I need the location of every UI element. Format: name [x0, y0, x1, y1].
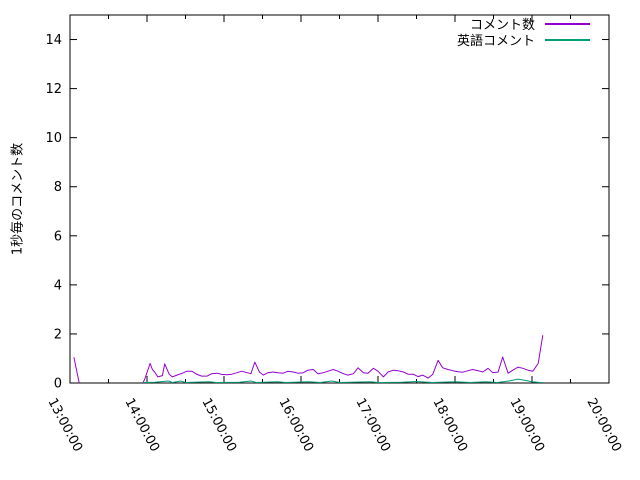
y-axis-title: 1秒毎のコメント数	[10, 142, 26, 256]
y-tick-label: 12	[45, 82, 62, 97]
x-tick-label: 20:00:00	[583, 396, 624, 455]
legend-line-sample	[545, 38, 590, 41]
y-tick-label: 8	[54, 180, 62, 195]
x-tick-label: 15:00:00	[198, 396, 239, 455]
y-tick-label: 2	[54, 327, 62, 342]
y-tick-label: 0	[54, 377, 62, 392]
y-tick-label: 6	[54, 229, 62, 244]
x-tick-label: 14:00:00	[121, 396, 162, 455]
x-tick-label: 18:00:00	[429, 396, 470, 455]
series-line-0	[73, 357, 80, 384]
legend-item-english-comments: 英語コメント	[456, 32, 590, 49]
y-tick-label: 10	[45, 131, 62, 146]
plot-border	[69, 14, 610, 384]
series-line-1	[143, 378, 543, 383]
y-tick-label: 4	[54, 278, 62, 293]
x-tick-label: 19:00:00	[506, 396, 547, 455]
x-tick-label: 13:00:00	[44, 396, 85, 455]
legend-item-comments: コメント数	[457, 16, 590, 33]
x-tick-label: 16:00:00	[275, 396, 316, 455]
legend-line-sample	[545, 22, 590, 25]
x-tick-label: 17:00:00	[352, 396, 393, 455]
y-tick-label: 14	[45, 33, 62, 48]
legend-label-english-comments: 英語コメント	[456, 34, 535, 49]
legend: コメント数 英語コメント	[456, 16, 590, 49]
legend-label-comments: コメント数	[469, 18, 535, 33]
series-line-0	[142, 335, 544, 383]
